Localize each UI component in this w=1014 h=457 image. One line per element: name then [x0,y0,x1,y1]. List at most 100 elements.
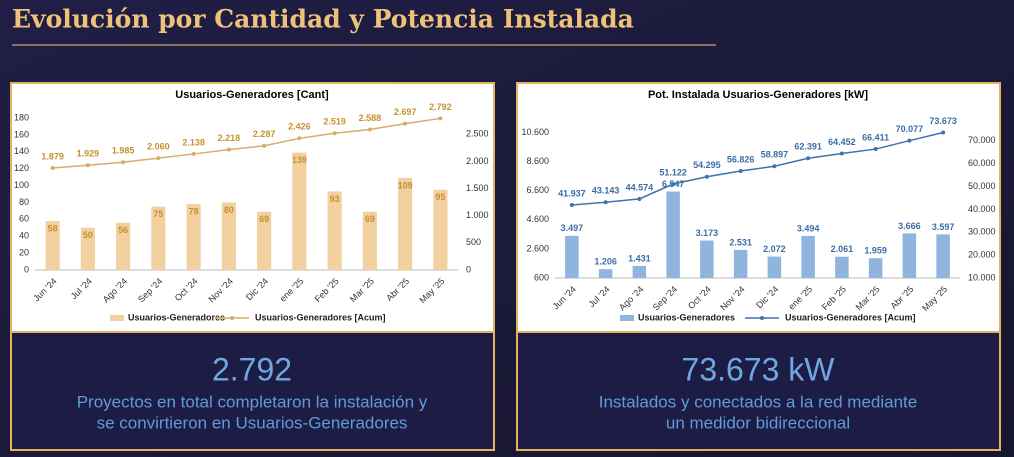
data-label: 3.494 [797,223,820,233]
legend-swatch [230,316,234,320]
line-marker [121,160,126,165]
bar [80,227,95,270]
y-tick-label: 6.600 [526,185,549,195]
card-text: se convirtieron en Usuarios-Generadores [97,413,408,432]
y-tick-label: 8.600 [526,156,549,166]
page-title: Evolución por Cantidad y Potencia Instal… [12,5,634,34]
card-text: un medidor bidireccional [666,413,850,432]
bar [632,265,647,278]
card-text: Proyectos en total completaron la instal… [77,392,428,411]
line-marker [332,131,337,136]
data-label: 69 [259,214,269,224]
legend-label: Usuarios-Generadores [Acum] [785,312,916,322]
line-marker [191,151,196,156]
legend-swatch [620,315,634,321]
line-marker [297,136,302,141]
bar [362,211,377,270]
bar [257,211,272,270]
data-label: 139 [292,155,307,165]
data-label: 44.574 [626,182,654,192]
line-marker [156,156,161,161]
y2-tick-label: 10.000 [968,272,996,282]
data-label: 2.061 [831,244,854,254]
data-label: 3.597 [932,222,955,232]
line [52,117,441,169]
bar [292,152,307,270]
y2-tick-label: 1.000 [466,210,489,220]
data-label: 64.452 [828,137,856,147]
data-label: 51.122 [659,167,687,177]
chart-title: Usuarios-Generadores [Cant] [175,89,329,101]
data-label: 66.411 [862,132,889,142]
data-label: 58.897 [761,150,789,160]
data-label: 1.985 [112,146,135,156]
data-label: 62.391 [794,142,822,152]
data-label: 1.206 [594,257,617,267]
y-tick-label: 4.600 [526,214,549,224]
bar [433,189,448,270]
y-tick-label: 600 [534,272,549,282]
data-label: 75 [153,209,163,219]
y-tick-label: 40 [19,231,29,241]
y2-tick-label: 30.000 [968,227,996,237]
legend-swatch [110,315,124,321]
data-label: 1.431 [628,253,651,263]
line-marker [839,151,844,156]
data-label: 2.531 [729,237,752,247]
data-label: 2.519 [323,117,346,127]
y2-tick-label: 500 [466,237,481,247]
line-marker [704,174,709,179]
data-label: 2.138 [182,137,205,147]
data-label: 69 [365,214,375,224]
bar [700,240,714,278]
line-marker [907,138,912,143]
summary-card [516,331,1001,451]
data-label: 54.295 [693,160,721,170]
line [571,131,944,206]
legend-label: Usuarios-Generadores [128,312,225,322]
legend-label: Usuarios-Generadores [Acum] [255,312,386,322]
data-label: 3.497 [561,223,584,233]
y2-tick-label: 0 [466,264,471,274]
chart-panel [516,82,1001,333]
y-tick-label: 120 [14,163,29,173]
data-label: 93 [330,194,340,204]
data-label: 2.060 [147,142,170,152]
data-label: 2.426 [288,122,311,132]
bar [767,256,782,278]
data-label: 1.959 [864,246,887,256]
y-tick-label: 20 [19,247,29,257]
legend-swatch [760,316,764,320]
chart-title: Pot. Instalada Usuarios-Generadores [kW] [648,89,868,101]
y-tick-label: 10.600 [521,127,549,137]
y2-tick-label: 50.000 [968,181,996,191]
data-label: 1.929 [77,149,100,159]
data-label: 1.879 [41,151,64,161]
y2-tick-label: 2.000 [466,156,489,166]
bar [733,249,748,278]
y-tick-label: 2.600 [526,243,549,253]
y-tick-label: 100 [14,180,29,190]
data-label: 58 [48,223,58,233]
y-tick-label: 60 [19,214,29,224]
data-label: 70.077 [896,124,924,134]
data-label: 78 [189,207,199,217]
data-label: 3.666 [898,221,921,231]
data-label: 2.287 [253,129,276,139]
line-marker [226,147,231,152]
legend-label: Usuarios-Generadores [638,312,735,322]
bar [186,204,201,270]
bar [398,177,413,270]
line-marker [637,196,642,201]
line-marker [367,127,372,132]
bar [151,206,166,270]
card-value: 2.792 [212,351,292,387]
y2-tick-label: 40.000 [968,204,996,214]
data-label: 2.697 [394,107,417,117]
y2-tick-label: 1.500 [466,183,489,193]
data-label: 95 [435,192,445,202]
data-label: 56.826 [727,154,755,164]
chart-panel [10,82,495,333]
